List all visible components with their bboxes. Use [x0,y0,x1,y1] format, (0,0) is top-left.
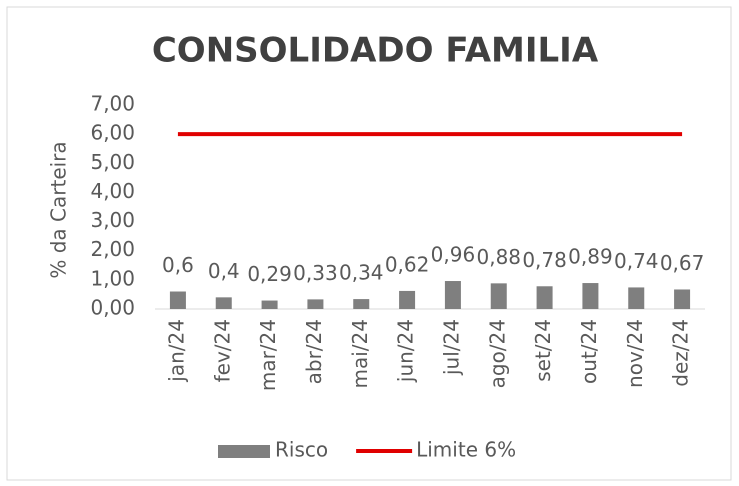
legend-label: Risco [275,438,328,462]
legend-swatch [218,445,270,458]
bar [353,299,370,309]
data-label: 0,88 [476,245,521,269]
y-tick-label: 0,00 [90,296,135,320]
x-tick-label: dez/24 [669,319,693,387]
bar [307,299,324,309]
y-axis-title: % da Carteira [47,141,71,278]
bar [628,287,645,309]
y-tick-label: 7,00 [90,92,135,116]
data-label: 0,33 [293,261,338,285]
data-label: 0,62 [385,252,430,276]
x-tick-label: abr/24 [302,319,326,384]
x-tick-label: mai/24 [348,319,372,388]
x-tick-label: set/24 [531,319,555,382]
y-tick-label: 4,00 [90,179,135,203]
x-tick-label: fev/24 [210,319,234,382]
chart-title: CONSOLIDADO FAMILIA [152,31,599,71]
x-tick-label: mar/24 [256,319,280,391]
data-label: 0,78 [522,248,567,272]
data-label: 0,96 [431,243,476,267]
data-label: 0,6 [162,253,194,277]
legend-label: Limite 6% [416,438,516,462]
y-tick-label: 1,00 [90,266,135,290]
data-label: 0,4 [208,259,240,283]
bar [582,283,599,309]
data-label: 0,89 [568,245,613,269]
x-tick-label: nov/24 [623,319,647,388]
bar [674,289,691,309]
bar [536,286,553,309]
bar [215,297,232,309]
x-tick-label: jul/24 [439,319,463,376]
bar [261,300,278,309]
y-tick-label: 3,00 [90,208,135,232]
data-label: 0,34 [339,261,384,285]
chart-frame [6,6,732,481]
x-tick-label: jan/24 [164,319,188,383]
y-tick-label: 6,00 [90,121,135,145]
x-tick-label: jun/24 [394,319,418,383]
data-label: 0,67 [660,251,705,275]
bar [399,290,416,309]
data-label: 0,74 [614,249,659,273]
y-tick-label: 2,00 [90,237,135,261]
bar [444,281,461,309]
bar [490,283,507,309]
y-tick-label: 5,00 [90,150,135,174]
x-tick-label: out/24 [577,319,601,384]
data-label: 0,29 [247,262,292,286]
bar [169,291,186,309]
x-tick-label: ago/24 [485,319,509,388]
